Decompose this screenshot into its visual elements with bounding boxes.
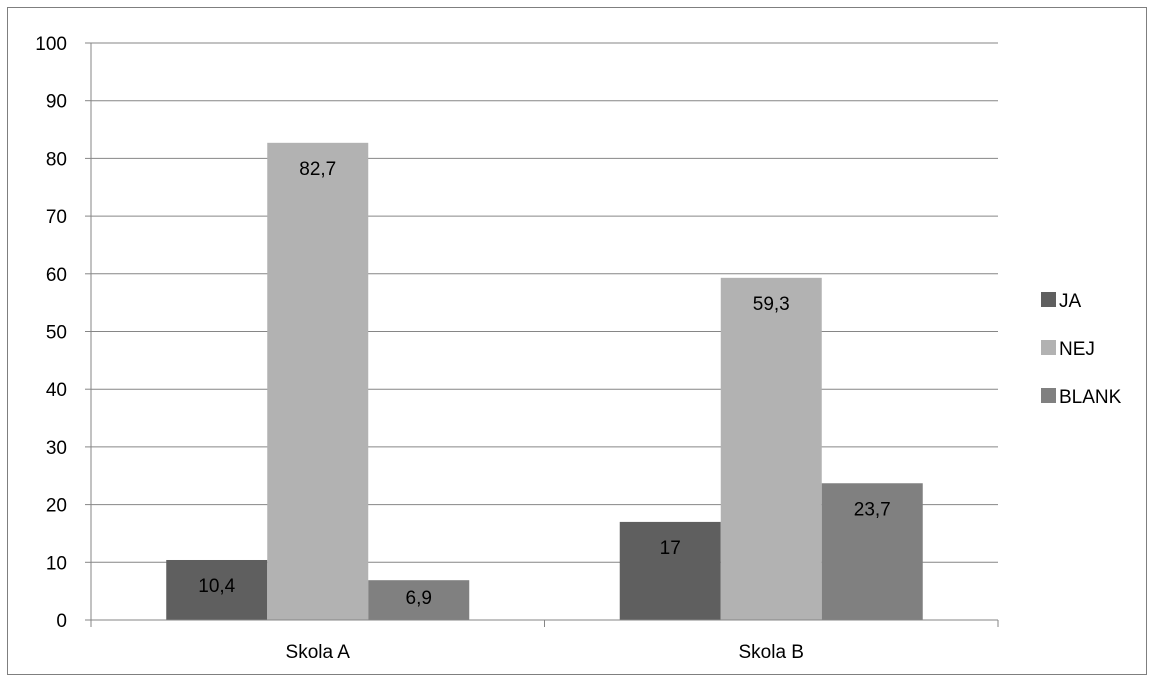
bar-ja-2 — [619, 521, 721, 620]
data-label: 23,7 — [854, 499, 891, 520]
bars — [166, 142, 923, 621]
y-tick-label: 70 — [46, 207, 67, 228]
y-tick-label: 80 — [46, 149, 67, 170]
axes: 0 10 20 30 40 50 60 70 80 90 100 Skola A Skola B — [35, 34, 999, 663]
bar-blank-2 — [821, 483, 923, 620]
y-tick-label: 0 — [56, 611, 67, 632]
legend-label: NEJ — [1059, 339, 1095, 360]
legend-label: BLANK — [1059, 387, 1122, 408]
data-label: 10,4 — [198, 576, 235, 597]
legend-label: JA — [1059, 291, 1082, 312]
x-tick-label: Skola A — [286, 642, 351, 663]
y-tick-label: 60 — [46, 265, 67, 286]
legend-swatch — [1041, 388, 1056, 403]
data-label: 17 — [660, 538, 681, 559]
x-tick-label: Skola B — [739, 642, 804, 663]
data-label: 6,9 — [406, 588, 432, 609]
bar-nej-2 — [720, 277, 822, 620]
legend-swatch — [1041, 292, 1056, 307]
bar-blank-1 — [368, 580, 470, 620]
y-tick-label: 90 — [46, 92, 67, 113]
y-tick-label: 100 — [35, 34, 67, 55]
y-tick-label: 50 — [46, 323, 67, 344]
data-labels: 10,4 82,7 6,9 17 59,3 23,7 — [198, 159, 890, 609]
y-tick-label: 20 — [46, 496, 67, 517]
data-label: 82,7 — [299, 159, 336, 180]
y-tick-label: 40 — [46, 380, 67, 401]
bar-ja-1 — [166, 559, 268, 620]
legend: JA NEJ BLANK — [1041, 291, 1122, 408]
legend-swatch — [1041, 340, 1056, 355]
y-tick-label: 30 — [46, 438, 67, 459]
data-label: 59,3 — [753, 294, 790, 315]
y-tick-label: 10 — [46, 553, 67, 574]
bar-nej-1 — [267, 142, 369, 621]
